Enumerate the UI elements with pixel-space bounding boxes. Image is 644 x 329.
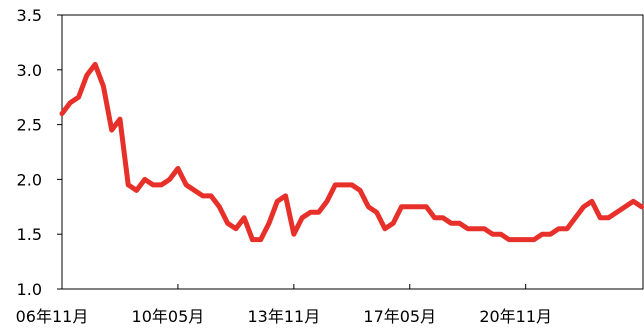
plot-frame (61, 14, 644, 290)
line (59, 61, 644, 243)
y-tick-label: 3.5 (17, 6, 42, 25)
x-tick-label: 13年11月 (247, 307, 320, 326)
x-tick-label: 06年11月 (16, 307, 89, 326)
y-tick-label: 2.0 (17, 170, 42, 189)
y-tick-label: 1.5 (17, 225, 42, 244)
y-tick-label: 1.0 (17, 280, 42, 299)
x-tick-label: 10年05月 (132, 307, 205, 326)
y-tick-label: 2.5 (17, 116, 42, 135)
x-tick-label: 20年11月 (479, 307, 552, 326)
y-tick-label: 3.0 (17, 61, 42, 80)
x-tick-label: 17年05月 (363, 307, 436, 326)
